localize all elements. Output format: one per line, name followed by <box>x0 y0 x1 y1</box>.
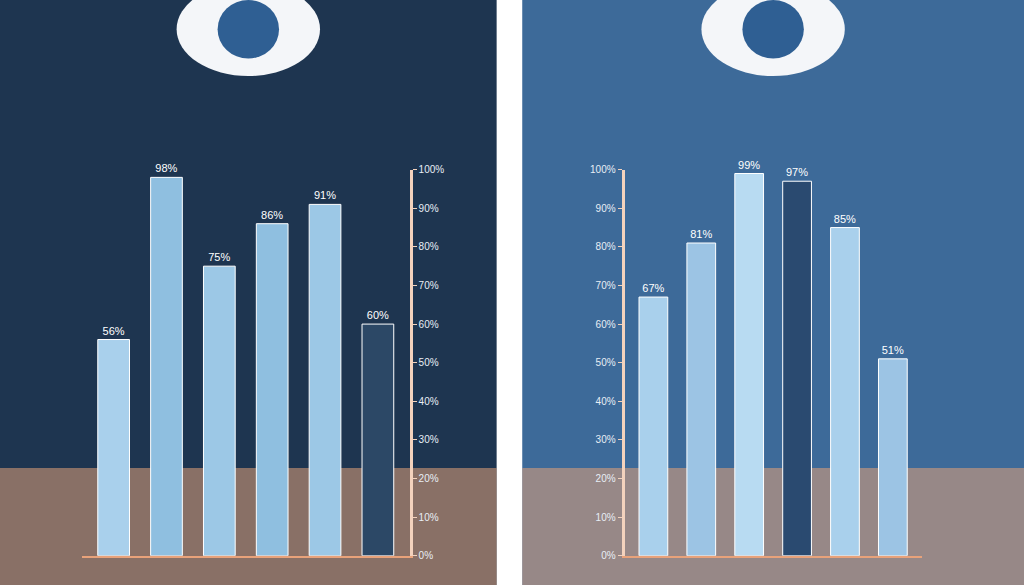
svg-text:50%: 50% <box>596 357 616 368</box>
svg-text:91%: 91% <box>314 189 336 201</box>
svg-text:40%: 40% <box>419 396 439 407</box>
svg-text:20%: 20% <box>419 473 439 484</box>
svg-text:40%: 40% <box>596 396 616 407</box>
svg-text:60%: 60% <box>419 319 439 330</box>
svg-text:10%: 10% <box>596 512 616 523</box>
svg-text:0%: 0% <box>419 550 434 561</box>
svg-text:10%: 10% <box>419 512 439 523</box>
svg-text:20%: 20% <box>596 473 616 484</box>
svg-text:75%: 75% <box>208 251 230 263</box>
svg-text:56%: 56% <box>103 325 125 337</box>
svg-text:60%: 60% <box>596 319 616 330</box>
svg-text:70%: 70% <box>596 280 616 291</box>
svg-text:99%: 99% <box>738 159 760 171</box>
svg-text:80%: 80% <box>419 241 439 252</box>
svg-text:60%: 60% <box>367 309 389 321</box>
svg-text:0%: 0% <box>601 550 616 561</box>
svg-text:100%: 100% <box>590 164 616 175</box>
svg-text:30%: 30% <box>596 434 616 445</box>
svg-text:30%: 30% <box>419 434 439 445</box>
svg-text:90%: 90% <box>596 203 616 214</box>
svg-text:90%: 90% <box>419 203 439 214</box>
svg-text:51%: 51% <box>882 344 904 356</box>
svg-text:100%: 100% <box>419 164 445 175</box>
svg-text:86%: 86% <box>261 209 283 221</box>
svg-text:70%: 70% <box>419 280 439 291</box>
svg-text:81%: 81% <box>690 228 712 240</box>
svg-text:98%: 98% <box>155 162 177 174</box>
svg-text:50%: 50% <box>419 357 439 368</box>
svg-text:85%: 85% <box>834 213 856 225</box>
svg-text:67%: 67% <box>642 282 664 294</box>
svg-text:80%: 80% <box>596 241 616 252</box>
svg-text:97%: 97% <box>786 166 808 178</box>
